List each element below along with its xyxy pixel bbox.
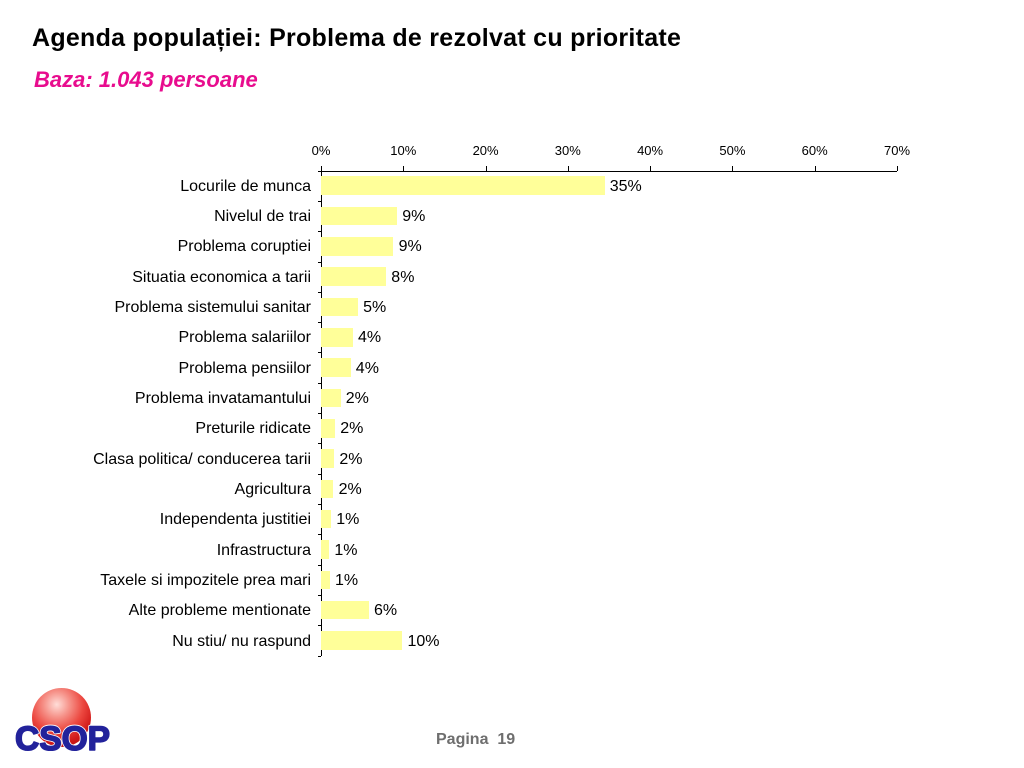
svg-text:CSOP: CSOP — [15, 720, 110, 758]
svg-text:CSOP: CSOP — [15, 720, 110, 758]
